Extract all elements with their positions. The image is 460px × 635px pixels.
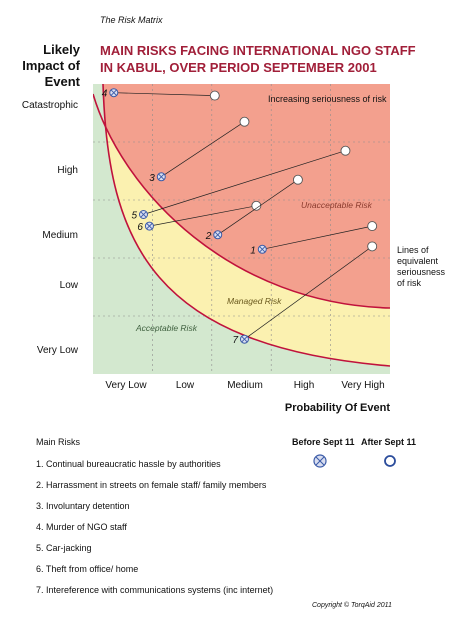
y-axis-title-line-3: Event: [44, 74, 80, 89]
risk-number-label: 1: [250, 245, 256, 256]
risk-arrow-line: [262, 225, 373, 250]
y-tick-catastrophic: Catastrophic: [21, 100, 78, 111]
after-marker: [239, 116, 250, 127]
x-tick-very-low: Very Low: [105, 380, 147, 391]
risk-arrow-line: [244, 246, 373, 340]
risk-matrix-plot: 4 3 56 2 1 7 Increasing seriousness of risk U…: [93, 84, 390, 374]
side-note-line-3: seriousness: [397, 267, 446, 277]
main-title: MAIN RISKS FACING INTERNATIONAL NGO STAF…: [100, 42, 440, 76]
before-marker-cross: [146, 223, 153, 230]
x-tick-medium: Medium: [227, 380, 263, 391]
after-marker: [209, 90, 220, 101]
side-note-line-1: Lines of: [397, 245, 429, 255]
y-tick-very-low: Very Low: [36, 345, 78, 356]
x-tick-high: High: [293, 380, 315, 391]
risk-number-label: 7: [232, 335, 238, 346]
after-marker: [292, 174, 303, 185]
main-title-line-2: IN KABUL, OVER PERIOD SEPTEMBER 2001: [100, 60, 377, 75]
legend-before-label: Before Sept 11: [292, 437, 355, 447]
y-tick-high: High: [57, 165, 78, 176]
before-marker-cross: [259, 246, 266, 253]
equivalent-risk-curve-outer: [102, 84, 390, 367]
risk-arrows: 4 3 56 2 1 7: [102, 88, 378, 346]
y-tick-medium: Medium: [42, 230, 78, 241]
risk-5: 5: [131, 145, 351, 222]
y-tick-low: Low: [59, 280, 78, 291]
legend-after-label: After Sept 11: [361, 437, 417, 447]
risk-arrow-line: [143, 150, 346, 215]
acceptable-zone-label: Acceptable Risk: [135, 323, 198, 333]
risk-item-3: 3. Involuntary detention: [36, 501, 130, 511]
before-marker-icon: [313, 454, 327, 468]
risk-item-4: 4. Murder of NGO staff: [36, 522, 127, 532]
increasing-seriousness-label: Increasing seriousness of risk: [268, 94, 387, 104]
risk-item-7: 7. Intereference with communications sys…: [36, 585, 274, 595]
risk-item-6: 6. Theft from office/ home: [36, 564, 139, 574]
risk-arrow-line: [161, 121, 245, 178]
risk-6: 6: [137, 200, 262, 233]
after-marker: [340, 145, 351, 156]
before-marker-cross: [214, 231, 221, 238]
risk-7: 7: [232, 241, 378, 346]
risk-number-label: 2: [205, 231, 212, 242]
y-axis-title: Likely Impact of Event: [0, 42, 80, 90]
after-marker-icon: [384, 455, 396, 467]
risk-item-5: 5. Car-jacking: [36, 543, 92, 553]
equivalent-lines-note: Lines of equivalent seriousness of risk: [397, 245, 445, 289]
copyright: Copyright © TorqAid 2011: [312, 602, 392, 609]
before-marker-cross: [110, 89, 117, 96]
risk-1: 1: [250, 221, 378, 256]
after-marker: [367, 241, 378, 252]
y-axis-title-line-1: Likely: [43, 42, 80, 57]
acceptable-zone: [93, 84, 390, 374]
risk-number-label: 3: [149, 173, 155, 184]
before-marker-cross: [241, 336, 248, 343]
risk-2: 2: [205, 174, 303, 242]
main-risks-title: Main Risks: [36, 437, 81, 447]
after-marker: [251, 200, 262, 211]
y-axis-title-line-2: Impact of: [22, 58, 80, 73]
risk-number-label: 6: [137, 222, 143, 233]
risk-3: 3: [149, 116, 250, 184]
x-tick-very-high: Very High: [341, 380, 385, 391]
risk-number-label: 5: [131, 211, 137, 222]
managed-zone-label: Managed Risk: [227, 296, 282, 306]
risk-arrow-line: [149, 205, 257, 227]
risk-4: 4: [102, 88, 220, 101]
equivalent-risk-curve-inner: [93, 93, 390, 309]
main-title-line-1: MAIN RISKS FACING INTERNATIONAL NGO STAF…: [100, 43, 416, 58]
x-axis-title: Probability Of Event: [284, 402, 390, 414]
risk-arrow-line: [113, 92, 215, 96]
risk-arrow-line: [217, 179, 299, 236]
side-note-line-2: equivalent: [397, 256, 439, 266]
after-marker: [367, 221, 378, 232]
side-note-line-4: of risk: [397, 278, 422, 288]
risk-item-2: 2. Harrassment in streets on female staf…: [36, 480, 267, 490]
before-marker-cross: [140, 211, 147, 218]
risk-item-1: 1. Continual bureaucratic hassle by auth…: [36, 459, 221, 469]
risk-number-label: 4: [102, 89, 108, 100]
x-tick-low: Low: [175, 380, 195, 391]
unacceptable-zone-label: Unacceptable Risk: [301, 200, 373, 210]
document-label: The Risk Matrix: [100, 15, 163, 25]
before-marker-cross: [158, 173, 165, 180]
